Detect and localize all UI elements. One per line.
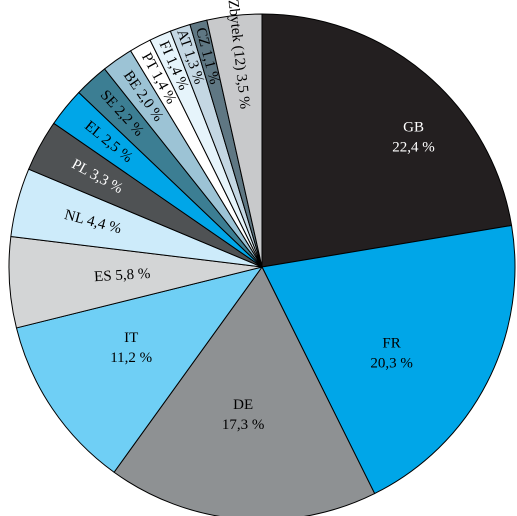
pie-slice-zbytek-12	[206, 13, 263, 268]
pie-slice-it	[15, 266, 263, 473]
pie-slice-gb	[261, 13, 513, 268]
slice-label-it: IT 11,2 %	[110, 330, 152, 366]
slice-label-gb: GB 22,4 %	[392, 120, 435, 156]
slice-label-de: DE 17,3 %	[222, 397, 265, 433]
slice-label-es: ES 5,8 %	[94, 266, 151, 285]
pie-slice-fr	[261, 225, 516, 495]
pie-slice-de	[113, 266, 376, 516]
slice-label-fr: FR 20,3 %	[370, 336, 413, 372]
